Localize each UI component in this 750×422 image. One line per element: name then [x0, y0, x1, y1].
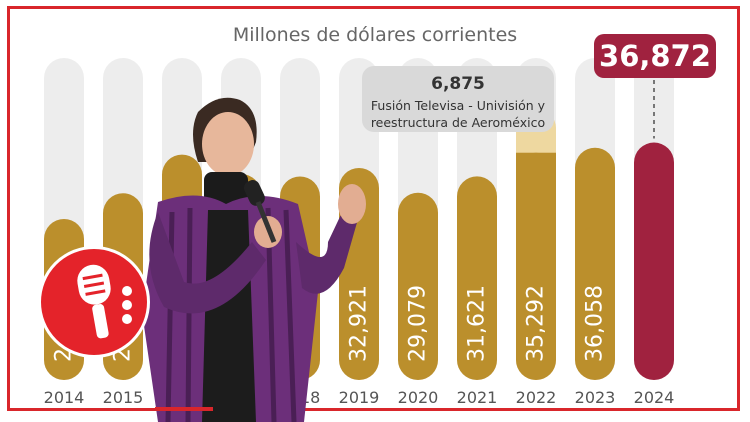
bar-value-label-2021: 31,621	[465, 285, 490, 362]
x-tick-label-2019: 2019	[339, 388, 380, 407]
x-tick-label-2015: 2015	[103, 388, 144, 407]
tooltip-text-line-2: reestructura de Aeroméxico	[370, 115, 546, 130]
x-tick-label-2023: 2023	[575, 388, 616, 407]
bar-value-label-2019: 32,921	[347, 285, 372, 362]
x-tick-label-2014: 2014	[44, 388, 85, 407]
highlight-value-badge: 36,872	[594, 34, 716, 78]
podcast-badge	[38, 246, 150, 358]
chart-title: Millones de dólares corrientes	[232, 24, 518, 46]
bar-value-label-2022: 35,292	[524, 285, 549, 362]
bar-join-2022	[516, 152, 556, 173]
tooltip-text-line-1: Fusión Televisa - Univisión y	[370, 98, 546, 113]
bar-2024	[634, 142, 674, 380]
x-tick-label-2024: 2024	[634, 388, 675, 407]
frame-top-line	[7, 6, 740, 9]
podcast-microphone-icon	[77, 264, 132, 339]
x-tick-label-2021: 2021	[457, 388, 498, 407]
x-tick-label-2020: 2020	[398, 388, 439, 407]
speaker-person-figure	[142, 97, 366, 422]
bar-2022	[516, 152, 556, 380]
x-tick-label-2022: 2022	[516, 388, 557, 407]
bar-2020	[398, 192, 438, 380]
tooltip-value: 6,875	[431, 74, 485, 94]
bar-value-label-2023: 36,058	[583, 285, 608, 362]
screen-frame	[7, 6, 740, 411]
annotation-tooltip: 6,875 Fusión Televisa - Univisión y rees…	[362, 66, 554, 132]
bottom-accent-strip	[155, 407, 213, 411]
bar-2021	[457, 176, 497, 380]
bar-2023	[575, 147, 615, 380]
bar-value-label-2020: 29,079	[406, 285, 431, 362]
